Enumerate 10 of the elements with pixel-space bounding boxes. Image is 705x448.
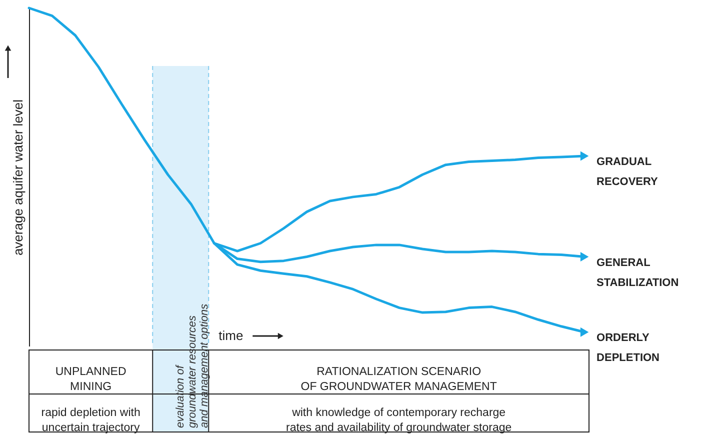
text: UNPLANNED MINING <box>55 366 126 393</box>
text: RATIONALIZATION SCENARIO OF GROUNDWATER MANAGEMENT <box>300 366 497 393</box>
series-label: GENERAL STABILIZATION <box>596 256 679 289</box>
series-label: GRADUAL RECOVERY <box>596 156 659 188</box>
x-axis-title: time <box>218 328 244 343</box>
annotation: evaluation of groundwater resources and management options <box>174 303 211 428</box>
series-label: ORDERLY DEPLETION <box>596 332 660 364</box>
y-axis-title: average aquifer water level <box>10 99 26 256</box>
text: rapid depletion with uncertain trajectory <box>41 407 140 434</box>
text: with knowledge of contemporary recharge rates and availability of groundwater storage <box>286 407 512 434</box>
